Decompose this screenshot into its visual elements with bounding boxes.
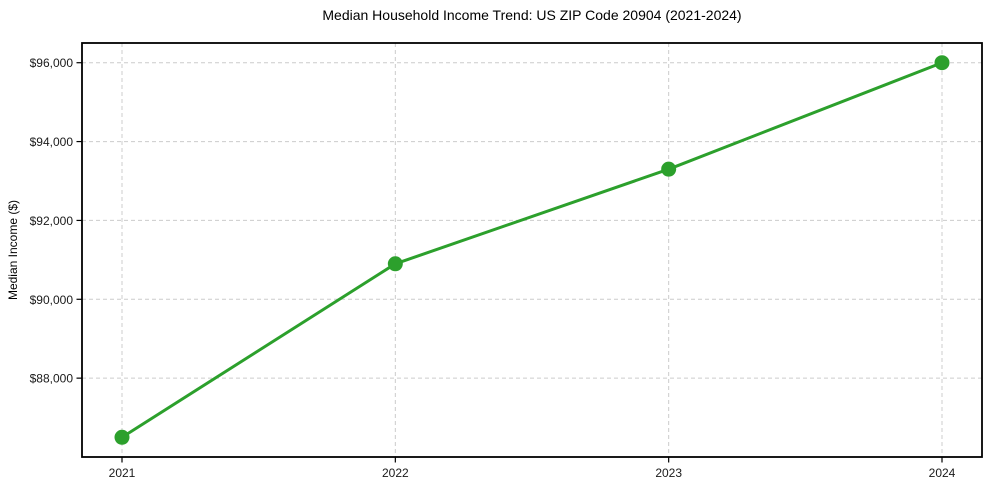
y-tick-label: $96,000 xyxy=(30,56,74,70)
data-point-marker xyxy=(387,256,403,272)
y-tick-label: $88,000 xyxy=(30,372,74,386)
data-point-marker xyxy=(661,161,677,177)
y-axis-label: Median Income ($) xyxy=(6,199,20,301)
plot-border xyxy=(81,42,983,458)
data-point-marker xyxy=(114,429,130,445)
data-point-marker xyxy=(934,55,950,71)
x-tick-label: 2022 xyxy=(382,466,409,480)
x-tick-label: 2024 xyxy=(929,466,956,480)
y-tick-label: $94,000 xyxy=(30,135,74,149)
x-tick-label: 2021 xyxy=(109,466,136,480)
x-tick-label: 2023 xyxy=(655,466,682,480)
income-trend-line xyxy=(120,61,944,439)
chart-title: Median Household Income Trend: US ZIP Co… xyxy=(322,7,742,23)
y-tick-label: $90,000 xyxy=(30,293,74,307)
y-tick-label: $92,000 xyxy=(30,214,74,228)
